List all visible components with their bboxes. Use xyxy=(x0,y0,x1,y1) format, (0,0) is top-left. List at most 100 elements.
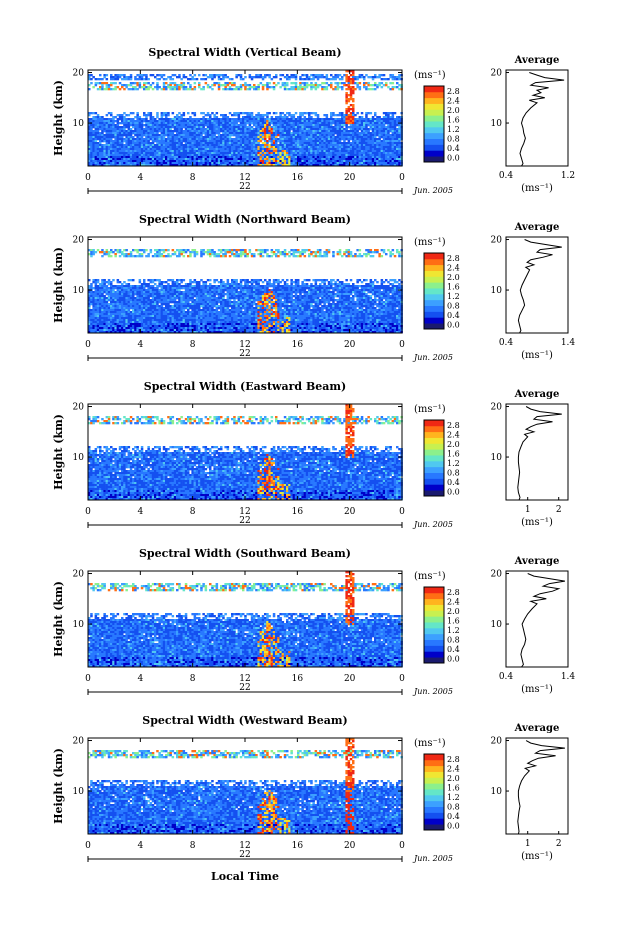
avg-y-tick-label: 10 xyxy=(491,119,503,129)
colorbar-swatch xyxy=(424,490,444,496)
y-axis-title: Height (km) xyxy=(52,80,65,156)
heatmap-cells xyxy=(88,738,403,834)
colorbar-swatch xyxy=(424,139,444,145)
colorbar-swatch xyxy=(424,754,444,760)
colorbar-swatch xyxy=(424,628,444,634)
average-frame xyxy=(506,571,568,667)
y-tick-label: 20 xyxy=(73,737,85,747)
panel-title: Spectral Width (Vertical Beam) xyxy=(148,46,341,59)
avg-x-tick-label: 1.4 xyxy=(561,672,576,682)
panel-title: Spectral Width (Westward Beam) xyxy=(142,714,347,727)
y-tick-label: 10 xyxy=(73,453,85,463)
colorbar-tick-label: 2.0 xyxy=(447,607,460,616)
colorbar-swatch xyxy=(424,484,444,490)
colorbar-swatch xyxy=(424,610,444,616)
colorbar-swatch xyxy=(424,473,444,479)
average-title: Average xyxy=(514,55,560,66)
colorbar-swatch xyxy=(424,812,444,818)
colorbar-swatch xyxy=(424,587,444,593)
colorbar-tick-label: 1.2 xyxy=(447,125,460,134)
average-unit: (ms⁻¹) xyxy=(521,851,553,862)
average-unit: (ms⁻¹) xyxy=(521,183,553,194)
colorbar-swatch xyxy=(424,150,444,156)
colorbar-swatch xyxy=(424,783,444,789)
x-tick-label: 4 xyxy=(137,674,143,684)
average-title: Average xyxy=(514,222,560,233)
y-tick-label: 10 xyxy=(73,286,85,296)
avg-x-tick-label: 2 xyxy=(556,505,562,515)
colorbar-swatch xyxy=(424,789,444,795)
x-tick-label: 20 xyxy=(344,340,356,350)
x-tick-label: 4 xyxy=(137,173,143,183)
average-frame xyxy=(506,404,568,500)
colorbar-swatch xyxy=(424,133,444,139)
average-frame xyxy=(506,70,568,166)
average-title: Average xyxy=(514,723,560,734)
avg-y-tick-label: 20 xyxy=(491,69,503,79)
x-tick-label: 0 xyxy=(85,841,91,851)
x-tick-label: 20 xyxy=(344,841,356,851)
colorbar-tick-label: 2.8 xyxy=(447,588,460,597)
x-tick-label: 4 xyxy=(137,841,143,851)
month-label: Jun. 2005 xyxy=(412,353,453,362)
avg-x-tick-label: 1 xyxy=(525,839,531,849)
avg-y-tick-label: 10 xyxy=(491,620,503,630)
colorbar-swatch xyxy=(424,432,444,438)
x-tick-label: 20 xyxy=(344,674,356,684)
x-tick-label: 0 xyxy=(399,173,405,183)
x-tick-label: 0 xyxy=(85,340,91,350)
panel-title: Spectral Width (Southward Beam) xyxy=(139,547,351,560)
colorbar-swatch xyxy=(424,426,444,432)
month-label: Jun. 2005 xyxy=(412,520,453,529)
colorbar-tick-label: 1.6 xyxy=(447,616,460,625)
average-profile-line xyxy=(520,73,564,167)
colorbar-tick-label: 0.0 xyxy=(447,821,460,830)
colorbar-tick-label: 2.0 xyxy=(447,774,460,783)
y-axis-title: Height (km) xyxy=(52,414,65,490)
x-tick-label: 20 xyxy=(344,507,356,517)
colorbar-swatch xyxy=(424,271,444,277)
colorbar-tick-label: 2.0 xyxy=(447,106,460,115)
y-tick-label: 10 xyxy=(73,787,85,797)
panel-title: Spectral Width (Northward Beam) xyxy=(139,213,351,226)
x-tick-label: 20 xyxy=(344,173,356,183)
y-tick-label: 20 xyxy=(73,570,85,580)
colorbar-swatch xyxy=(424,265,444,271)
y-axis-title: Height (km) xyxy=(52,247,65,323)
y-axis-title: Height (km) xyxy=(52,748,65,824)
colorbar-swatch xyxy=(424,92,444,98)
colorbar-swatch xyxy=(424,86,444,92)
colorbar-swatch xyxy=(424,824,444,830)
colorbar-tick-label: 0.4 xyxy=(447,311,460,320)
x-tick-label: 16 xyxy=(292,841,304,851)
heatmap-cells xyxy=(88,404,403,500)
colorbar-swatch xyxy=(424,121,444,127)
x-tick-label: 8 xyxy=(190,507,196,517)
colorbar-tick-label: 2.8 xyxy=(447,254,460,263)
colorbar-swatch xyxy=(424,801,444,807)
colorbar-tick-label: 1.2 xyxy=(447,626,460,635)
colorbar-swatch xyxy=(424,645,444,651)
colorbar-unit: (ms⁻¹) xyxy=(414,404,446,415)
month-label: Jun. 2005 xyxy=(412,854,453,863)
colorbar-swatch xyxy=(424,593,444,599)
avg-x-tick-label: 0.4 xyxy=(499,672,514,682)
colorbar-swatch xyxy=(424,98,444,104)
colorbar-tick-label: 2.4 xyxy=(447,430,460,439)
colorbar-tick-label: 0.0 xyxy=(447,320,460,329)
colorbar-swatch xyxy=(424,306,444,312)
y-tick-label: 10 xyxy=(73,620,85,630)
colorbar-tick-label: 0.4 xyxy=(447,645,460,654)
colorbar-tick-label: 2.8 xyxy=(447,87,460,96)
colorbar-tick-label: 1.6 xyxy=(447,282,460,291)
colorbar-swatch xyxy=(424,282,444,288)
x-tick-label: 16 xyxy=(292,507,304,517)
colorbar-swatch xyxy=(424,818,444,824)
colorbar-tick-label: 0.8 xyxy=(447,802,460,811)
colorbar-tick-label: 0.4 xyxy=(447,812,460,821)
x-tick-label: 0 xyxy=(399,674,405,684)
colorbar-unit: (ms⁻¹) xyxy=(414,571,446,582)
